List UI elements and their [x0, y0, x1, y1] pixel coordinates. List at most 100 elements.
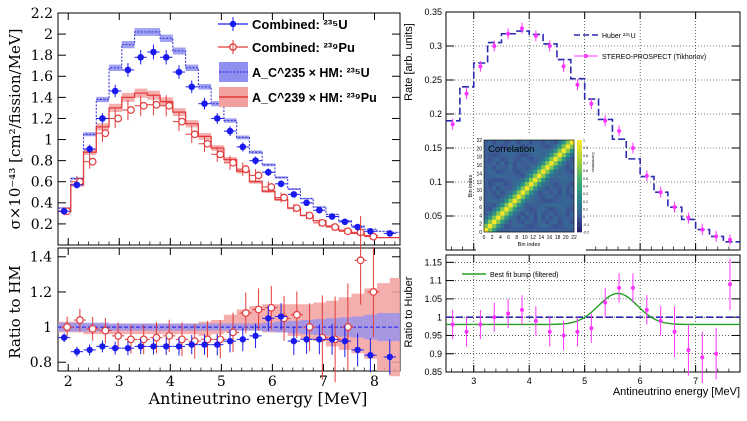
- heatmap-cell: [545, 144, 550, 149]
- heatmap-cell: [549, 223, 554, 229]
- point-235: [328, 213, 336, 220]
- heatmap-cell: [520, 202, 526, 208]
- heatmap-cell: [545, 186, 550, 191]
- ratio-point: [617, 285, 622, 290]
- ratio-239-point: [343, 323, 352, 331]
- heatmap-cell: [520, 206, 526, 212]
- inset-x-tick-label: 4: [499, 235, 502, 241]
- heatmap-cell: [533, 140, 538, 145]
- legend-stereo-marker: [584, 54, 588, 58]
- heatmap-cell: [533, 156, 538, 162]
- colorbar-cell: [577, 158, 582, 161]
- heatmap-cell: [533, 148, 538, 153]
- heatmap-cell: [529, 169, 534, 174]
- heatmap-cell: [508, 198, 513, 204]
- heatmap-cell: [516, 219, 522, 224]
- heatmap-cell: [565, 211, 571, 216]
- point-239: [343, 227, 352, 236]
- ratio-235-point: [175, 343, 183, 350]
- heatmap-cell: [504, 165, 509, 170]
- heatmap-cell: [524, 173, 530, 178]
- point-239: [292, 204, 301, 212]
- ratio-239-point: [165, 331, 174, 340]
- heatmap-cell: [541, 148, 546, 153]
- heatmap-cell: [488, 206, 493, 212]
- heatmap-cell: [504, 148, 509, 153]
- heatmap-cell: [496, 181, 501, 187]
- colorbar-tick-label: 0.6: [583, 169, 588, 173]
- heatmap-cell: [492, 219, 497, 224]
- heatmap-cell: [504, 215, 509, 220]
- point-239: [165, 101, 174, 110]
- heatmap-cell: [492, 140, 497, 145]
- heatmap-cell: [565, 227, 571, 233]
- heatmap-cell: [541, 227, 546, 233]
- heatmap-cell: [520, 152, 526, 158]
- colorbar-cell: [577, 156, 582, 159]
- heatmap-cell: [496, 169, 501, 174]
- heatmap-cell: [557, 211, 563, 216]
- heatmap-cell: [561, 173, 567, 178]
- point-239: [101, 129, 110, 138]
- colorbar-cell: [577, 222, 582, 226]
- heatmap-cell: [533, 211, 538, 216]
- ratio-235-point: [163, 343, 170, 350]
- heatmap-cell: [569, 148, 575, 153]
- heatmap-cell: [500, 173, 505, 178]
- heatmap-cell: [545, 173, 550, 178]
- colorbar-cell: [577, 153, 582, 157]
- x-axis-label: Antineutrino energy [MeV]: [613, 386, 740, 398]
- heatmap-cell: [504, 219, 509, 224]
- stereo-point: [728, 237, 733, 242]
- colorbar-tick-label: 1: [583, 139, 585, 143]
- colorbar-cell: [577, 190, 582, 194]
- colorbar-tick-label: -0.1: [583, 223, 589, 227]
- heatmap-cell: [569, 165, 575, 170]
- heatmap-cell: [496, 140, 501, 145]
- heatmap-cell: [496, 190, 501, 195]
- heatmap-cell: [524, 215, 530, 220]
- heatmap-cell: [504, 156, 509, 162]
- y-tick-label: 0.1: [429, 177, 442, 187]
- heatmap-cell: [533, 177, 538, 183]
- heatmap-cell: [512, 215, 518, 220]
- heatmap-cell: [545, 148, 550, 153]
- colorbar-cell: [577, 163, 582, 166]
- inset-x-tick-label: 10: [522, 235, 528, 241]
- colorbar-tick-label: 0.7: [583, 162, 588, 166]
- heatmap-cell: [561, 160, 567, 166]
- colorbar-cell: [577, 183, 582, 187]
- heatmap-cell: [533, 227, 538, 233]
- heatmap-cell: [569, 152, 575, 158]
- inset-x-tick-label: 8: [515, 235, 518, 241]
- heatmap-cell: [520, 165, 526, 170]
- ratio-point: [519, 307, 524, 312]
- heatmap-cell: [553, 177, 558, 183]
- heatmap-cell: [484, 148, 489, 153]
- heatmap-cell: [549, 165, 554, 170]
- ratio-239-point: [369, 288, 378, 296]
- heatmap-cell: [545, 181, 550, 187]
- heatmap-cell: [512, 227, 518, 233]
- heatmap-cell: [549, 219, 554, 224]
- heatmap-cell: [537, 144, 542, 149]
- heatmap-cell: [533, 160, 538, 166]
- point-239: [152, 100, 161, 109]
- heatmap-cell: [516, 186, 522, 191]
- heatmap-cell: [496, 173, 501, 178]
- heatmap-cell: [488, 198, 493, 204]
- heatmap-cell: [529, 227, 534, 233]
- colorbar-tick-label: 0.2: [583, 200, 588, 204]
- heatmap-cell: [533, 181, 538, 187]
- heatmap-cell: [520, 177, 526, 183]
- heatmap-cell: [533, 215, 538, 220]
- stereo-point: [533, 33, 538, 38]
- colorbar-tick-label: 0.8: [583, 154, 588, 158]
- heatmap-cell: [541, 160, 546, 166]
- ratio-239-point: [178, 335, 186, 344]
- heatmap-cell: [561, 206, 567, 212]
- ratio-235-point: [265, 315, 272, 322]
- heatmap-cell: [516, 152, 522, 158]
- heatmap-cell: [561, 211, 567, 216]
- ratio-239-point: [63, 323, 72, 331]
